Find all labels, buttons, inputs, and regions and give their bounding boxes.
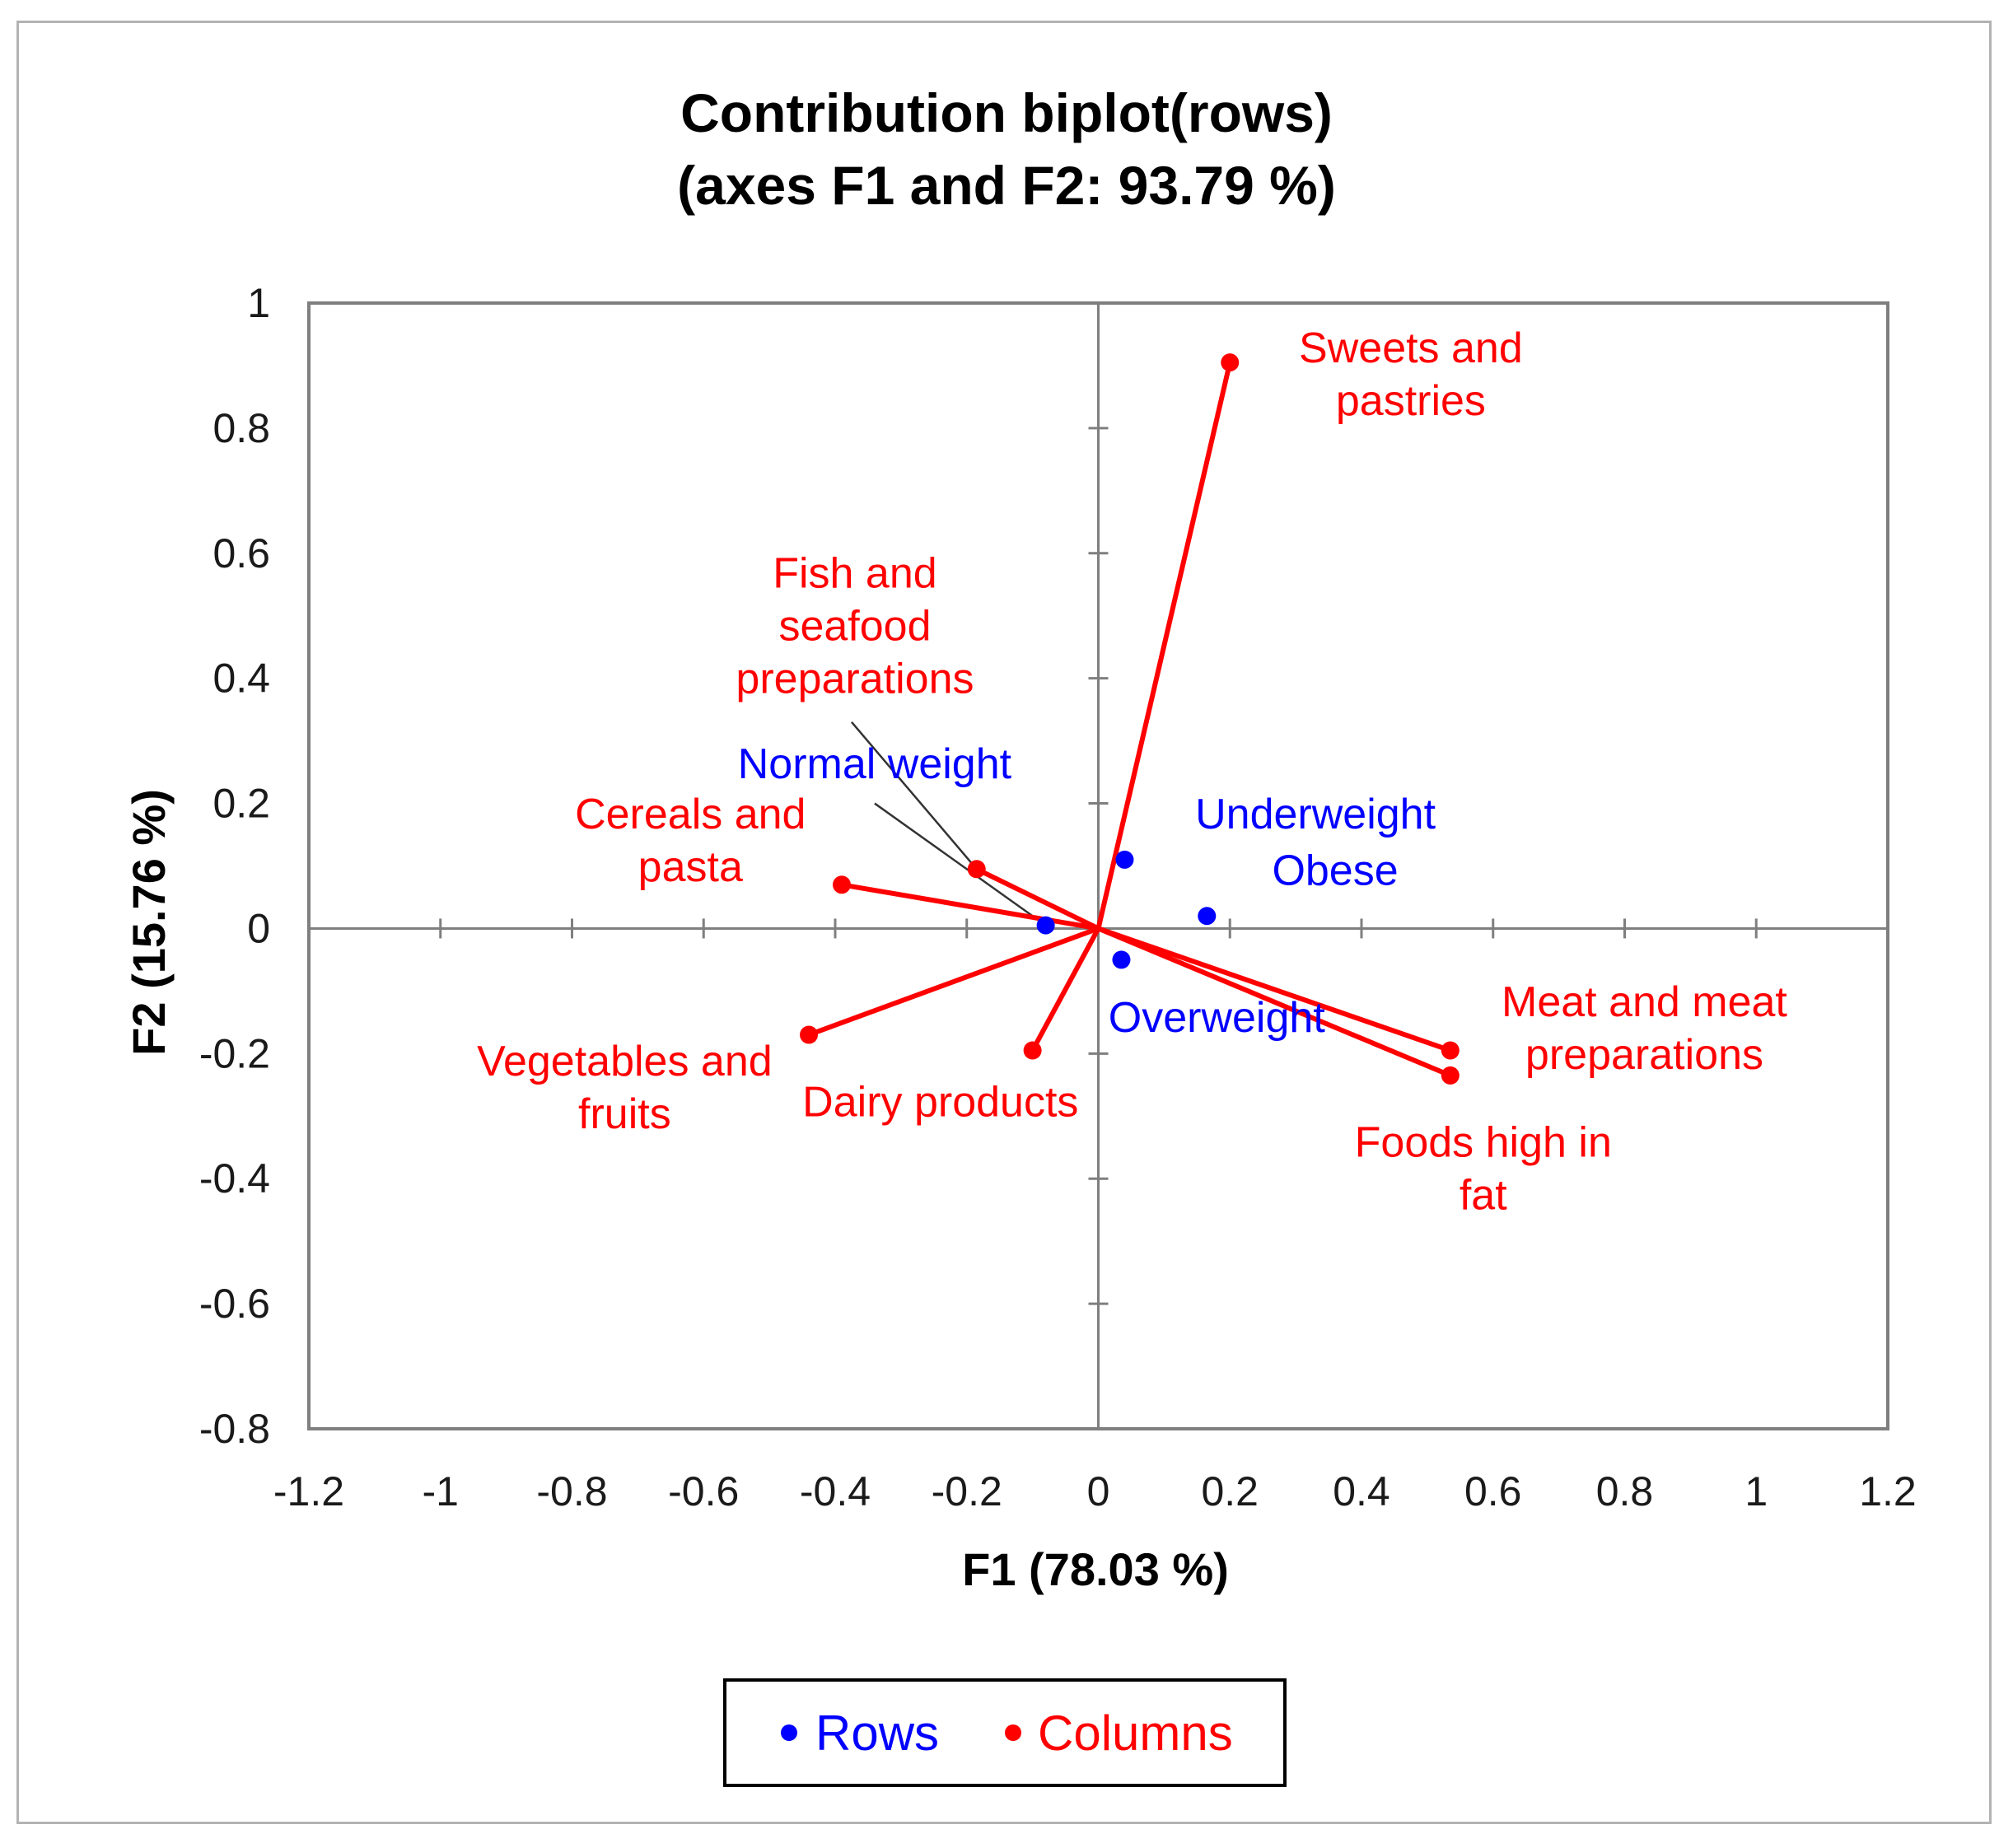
y-tick-label: 0	[247, 905, 270, 951]
x-tick-label: -1.2	[273, 1468, 344, 1514]
row-point	[1198, 907, 1217, 926]
row-point	[1112, 950, 1131, 969]
legend-rows-label: Rows	[815, 1706, 939, 1761]
row-label: Underweight	[1195, 791, 1436, 838]
row-point	[1115, 850, 1134, 869]
column-label: preparations	[736, 656, 974, 703]
row-label: Normal weight	[738, 740, 1012, 788]
column-label: Sweets and	[1299, 324, 1523, 372]
column-point	[967, 860, 986, 879]
column-label: fruits	[578, 1090, 671, 1138]
x-tick-label: 0.2	[1201, 1468, 1259, 1514]
column-label: Fish and	[773, 550, 936, 598]
column-vector	[1030, 927, 1101, 1052]
column-label: preparations	[1525, 1031, 1763, 1079]
chart-title-line-2: (axes F1 and F2: 93.79 %)	[677, 155, 1336, 216]
column-vector	[1097, 926, 1451, 1078]
x-tick-label: 0.6	[1464, 1468, 1522, 1514]
x-tick-label: 0.8	[1596, 1468, 1654, 1514]
column-vector	[1097, 926, 1451, 1053]
plot-area: -1.2 -1 -0.8 -0.6 -0.4 -0.2 0 0.2 0.4 0.6 0.8 1 1.2 1…	[199, 280, 1917, 1514]
column-label: pastries	[1336, 377, 1486, 425]
x-tick-label: -0.8	[536, 1468, 607, 1514]
column-label: seafood	[778, 603, 931, 651]
y-axis-title: F2 (15.76 %)	[123, 789, 175, 1056]
y-tick-label: 0.8	[213, 405, 270, 451]
x-tick-label: 1.2	[1859, 1468, 1917, 1514]
column-label: Meat and meat	[1502, 978, 1787, 1026]
column-point	[1023, 1041, 1042, 1060]
column-point	[1221, 353, 1240, 372]
x-axis-title: F1 (78.03 %)	[962, 1543, 1229, 1595]
column-point	[1441, 1066, 1460, 1085]
column-vector	[841, 882, 1100, 931]
column-label: Cereals and	[575, 791, 806, 838]
column-label: Foods high in	[1355, 1119, 1612, 1167]
column-point	[800, 1025, 819, 1044]
column-vector	[808, 926, 1100, 1038]
y-tick-label: -0.8	[199, 1406, 270, 1452]
column-vector	[975, 866, 1100, 931]
column-label: fat	[1460, 1172, 1507, 1220]
y-tick-label: 0.6	[213, 530, 270, 576]
leader-line	[874, 802, 1047, 926]
y-tick-label: 0.2	[213, 781, 270, 827]
x-tick-label: 0	[1087, 1468, 1110, 1514]
y-tick-label: 1	[247, 280, 270, 326]
row-label: Obese	[1272, 847, 1398, 894]
y-tick-label: -0.6	[199, 1281, 270, 1327]
x-tick-label: -0.4	[800, 1468, 871, 1514]
legend-columns-label: Columns	[1038, 1706, 1233, 1761]
column-point	[1441, 1041, 1460, 1060]
y-tick-label: 0.4	[213, 656, 270, 702]
row-label: Overweight	[1109, 994, 1326, 1042]
x-tick-label: -1	[423, 1468, 459, 1514]
column-label: Dairy products	[802, 1078, 1078, 1126]
y-tick-label: -0.4	[199, 1155, 270, 1202]
legend-rows-marker	[781, 1724, 797, 1741]
column-point	[832, 875, 851, 894]
row-point	[1036, 916, 1055, 935]
x-tick-label: -0.6	[668, 1468, 739, 1514]
x-tick-label: 0.4	[1333, 1468, 1390, 1514]
chart-frame	[16, 21, 1992, 1824]
legend-columns-marker	[1005, 1724, 1021, 1741]
x-tick-label: 1	[1744, 1468, 1768, 1514]
leader-line	[851, 721, 978, 870]
y-tick-label: -0.2	[199, 1030, 270, 1076]
legend: Rows Columns	[723, 1678, 1287, 1787]
chart-title-line-1: Contribution biplot(rows)	[680, 82, 1333, 143]
column-label: pasta	[638, 843, 743, 891]
column-label: Vegetables and	[477, 1038, 773, 1085]
x-tick-label: -0.2	[932, 1468, 1002, 1514]
column-vector	[1095, 362, 1233, 930]
